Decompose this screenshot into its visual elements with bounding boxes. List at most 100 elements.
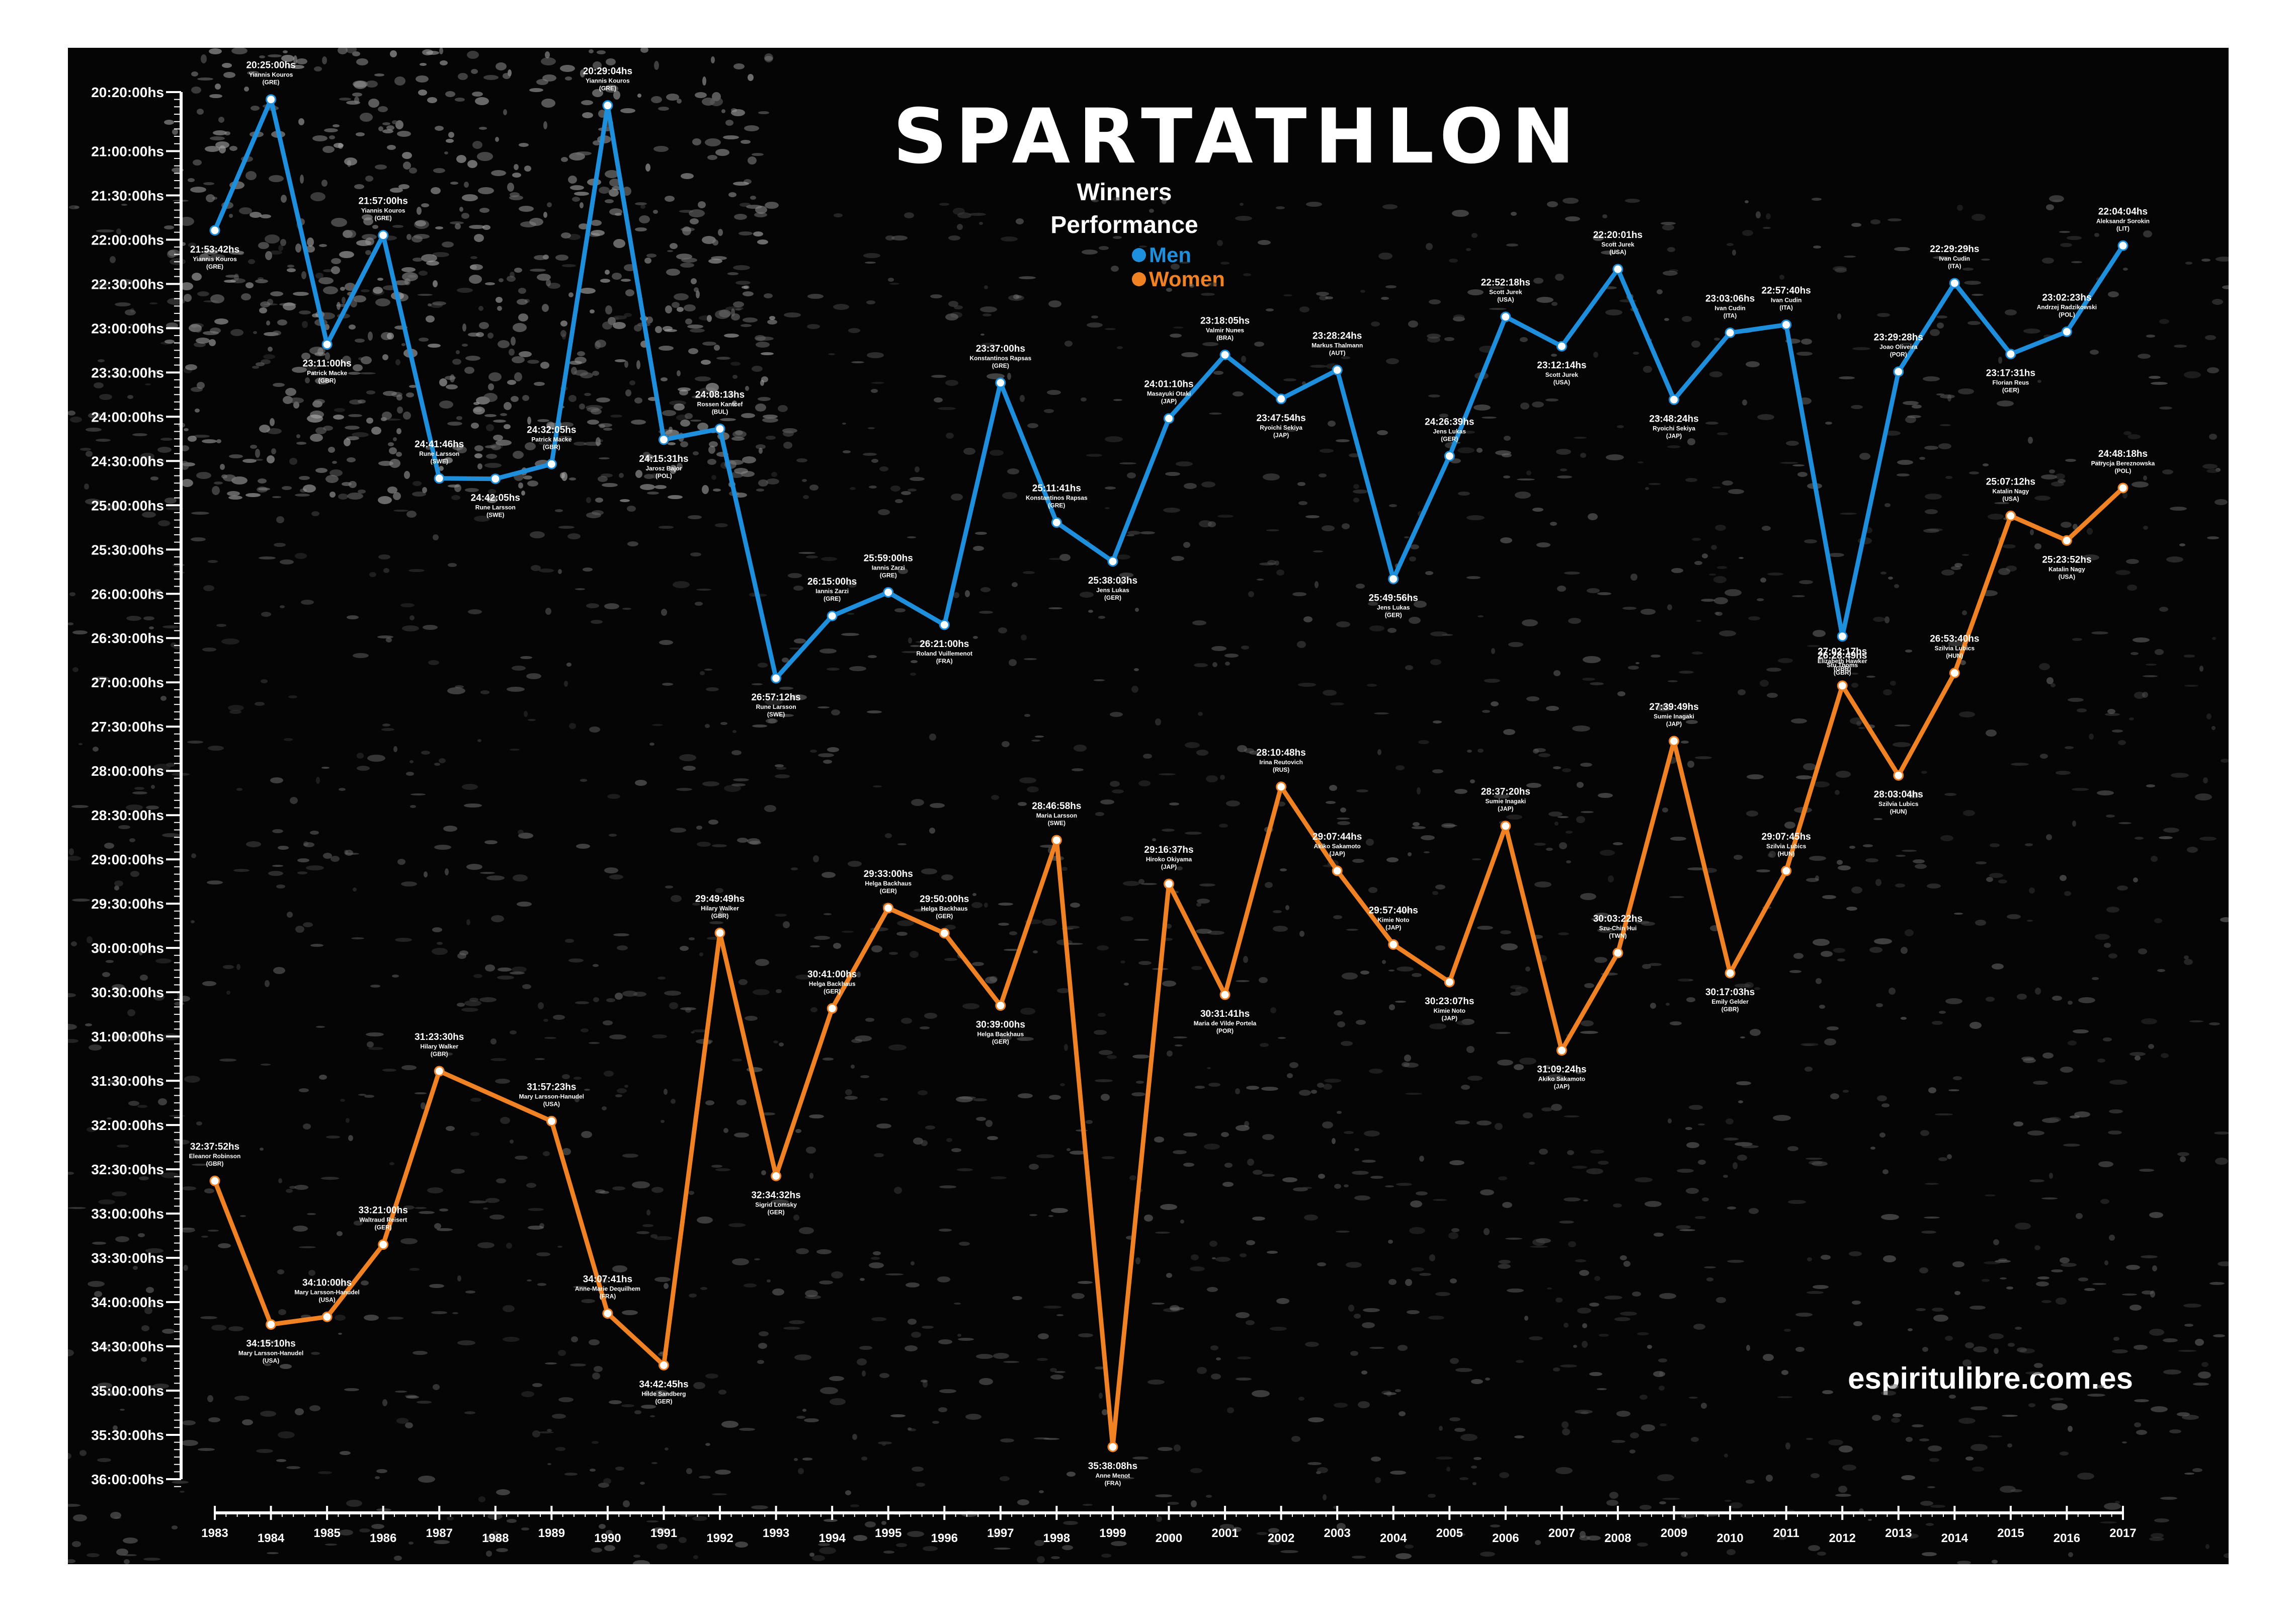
texture-speck	[1742, 1145, 1759, 1148]
texture-speck	[654, 61, 659, 70]
texture-speck	[1246, 1320, 1255, 1325]
texture-speck	[381, 728, 394, 731]
texture-speck	[2163, 828, 2179, 833]
texture-speck	[477, 152, 493, 161]
texture-speck	[1166, 1273, 1172, 1278]
texture-speck	[1220, 775, 1225, 780]
texture-speck	[634, 325, 642, 332]
texture-speck	[1291, 1436, 1300, 1442]
texture-speck	[1988, 514, 2004, 520]
texture-speck	[2152, 1265, 2157, 1271]
texture-speck	[538, 1002, 544, 1009]
texture-speck	[2112, 1349, 2128, 1353]
texture-speck	[390, 188, 403, 193]
texture-speck	[1260, 1043, 1269, 1047]
texture-speck	[623, 1500, 630, 1507]
texture-speck	[1888, 218, 1902, 221]
texture-speck	[653, 1390, 669, 1397]
texture-speck	[2130, 652, 2139, 655]
texture-speck	[1812, 198, 1822, 201]
texture-speck	[2129, 1305, 2142, 1311]
texture-speck	[1851, 683, 1858, 688]
texture-speck	[728, 1223, 746, 1227]
texture-speck	[723, 135, 739, 139]
texture-speck	[1551, 354, 1557, 357]
texture-speck	[2037, 380, 2041, 383]
texture-speck	[1981, 259, 1990, 261]
texture-speck	[1538, 753, 1550, 757]
texture-speck	[1222, 1182, 1234, 1187]
texture-speck	[2161, 1053, 2169, 1058]
texture-speck	[684, 304, 696, 311]
texture-speck	[1282, 1177, 1297, 1182]
texture-speck	[222, 63, 232, 68]
texture-speck	[2006, 1286, 2013, 1289]
texture-speck	[1526, 696, 1539, 701]
texture-speck	[1582, 678, 1595, 681]
texture-speck	[2104, 943, 2111, 948]
texture-speck	[1344, 1131, 1354, 1134]
texture-speck	[1593, 235, 1604, 241]
texture-speck	[885, 1273, 904, 1275]
texture-speck	[1060, 1083, 1065, 1086]
texture-speck	[906, 1282, 920, 1287]
texture-speck	[1893, 742, 1911, 747]
texture-speck	[1685, 478, 1697, 482]
texture-speck	[842, 423, 846, 425]
women-point	[209, 1175, 220, 1186]
texture-speck	[431, 1311, 447, 1314]
texture-speck	[1221, 1132, 1229, 1137]
texture-speck	[1852, 1301, 1861, 1305]
texture-speck	[510, 1030, 517, 1034]
texture-speck	[537, 1283, 546, 1286]
women-winner-country: (GER)	[992, 1038, 1009, 1045]
texture-speck	[2106, 815, 2115, 818]
texture-speck	[1007, 468, 1019, 474]
texture-speck	[562, 1148, 571, 1155]
texture-speck	[1395, 1001, 1406, 1003]
texture-speck	[1185, 742, 1200, 748]
texture-speck	[329, 135, 335, 139]
texture-speck	[415, 220, 426, 226]
texture-speck	[655, 326, 662, 333]
texture-speck	[1969, 471, 1979, 474]
texture-speck	[117, 1145, 129, 1148]
texture-speck	[312, 135, 327, 141]
texture-speck	[560, 320, 567, 327]
texture-speck	[1606, 454, 1624, 460]
texture-speck	[755, 206, 767, 214]
texture-speck	[1449, 1417, 1460, 1421]
texture-speck	[1454, 1428, 1465, 1432]
texture-speck	[1807, 1291, 1824, 1294]
texture-speck	[558, 436, 572, 440]
texture-speck	[764, 53, 773, 62]
texture-speck	[220, 464, 225, 470]
texture-speck	[1477, 926, 1493, 930]
texture-speck	[904, 212, 914, 218]
texture-speck	[680, 441, 688, 447]
texture-speck	[1495, 1123, 1503, 1130]
texture-speck	[1588, 513, 1598, 520]
texture-speck	[702, 236, 716, 244]
texture-speck	[375, 1476, 380, 1479]
texture-speck	[796, 1416, 805, 1419]
texture-speck	[688, 515, 702, 519]
texture-speck	[853, 1535, 867, 1541]
texture-speck	[288, 64, 292, 68]
texture-speck	[1994, 502, 2009, 504]
texture-speck	[1650, 1003, 1656, 1009]
texture-speck	[456, 155, 466, 163]
texture-speck	[1333, 1506, 1337, 1509]
texture-speck	[1268, 1528, 1279, 1533]
texture-speck	[796, 1248, 809, 1254]
texture-speck	[1299, 1090, 1311, 1096]
texture-speck	[1243, 956, 1248, 963]
texture-speck	[1105, 487, 1116, 490]
texture-speck	[157, 459, 165, 463]
texture-speck	[191, 537, 206, 541]
texture-speck	[1466, 1046, 1474, 1053]
texture-speck	[215, 141, 229, 148]
texture-speck	[888, 278, 894, 282]
texture-speck	[2105, 713, 2120, 716]
texture-speck	[665, 305, 672, 313]
